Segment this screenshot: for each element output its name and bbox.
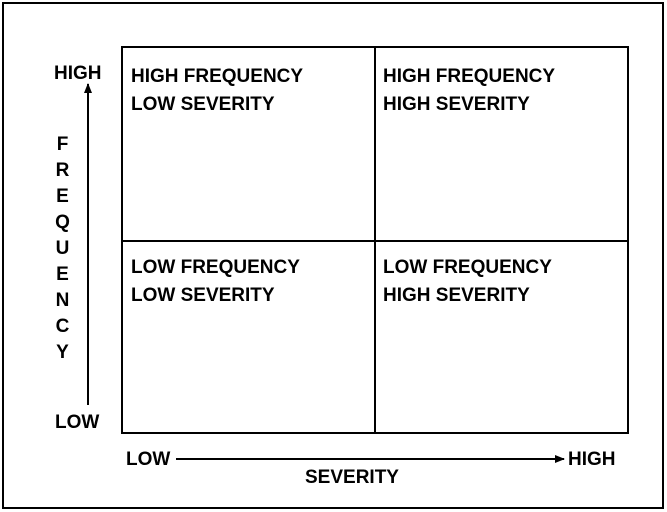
- quadrant-line: HIGH FREQUENCY: [383, 66, 556, 87]
- quadrant: HIGH FREQUENCY LOW SEVERITY: [131, 63, 303, 119]
- quadrant: LOW FREQUENCY HIGH SEVERITY: [383, 254, 552, 310]
- x-high: HIGH: [568, 449, 616, 470]
- quadrant: HIGH FREQUENCY HIGH SEVERITY: [383, 63, 555, 119]
- x-low: LOW: [126, 449, 171, 470]
- y-low: LOW: [55, 412, 100, 433]
- quadrant-line: LOW SEVERITY: [131, 285, 275, 306]
- quadrant-line: LOW FREQUENCY: [131, 257, 300, 278]
- quadrant-line: HIGH SEVERITY: [383, 94, 530, 115]
- y-high: HIGH: [54, 63, 102, 84]
- y-label: FREQUENCY: [52, 134, 73, 368]
- quadrant-line: HIGH FREQUENCY: [131, 66, 304, 87]
- x-label: SEVERITY: [305, 467, 399, 488]
- quadrant-line: HIGH SEVERITY: [383, 285, 530, 306]
- quadrant: LOW FREQUENCY LOW SEVERITY: [131, 254, 300, 310]
- quadrant-line: LOW FREQUENCY: [383, 257, 552, 278]
- quadrant-line: LOW SEVERITY: [131, 94, 275, 115]
